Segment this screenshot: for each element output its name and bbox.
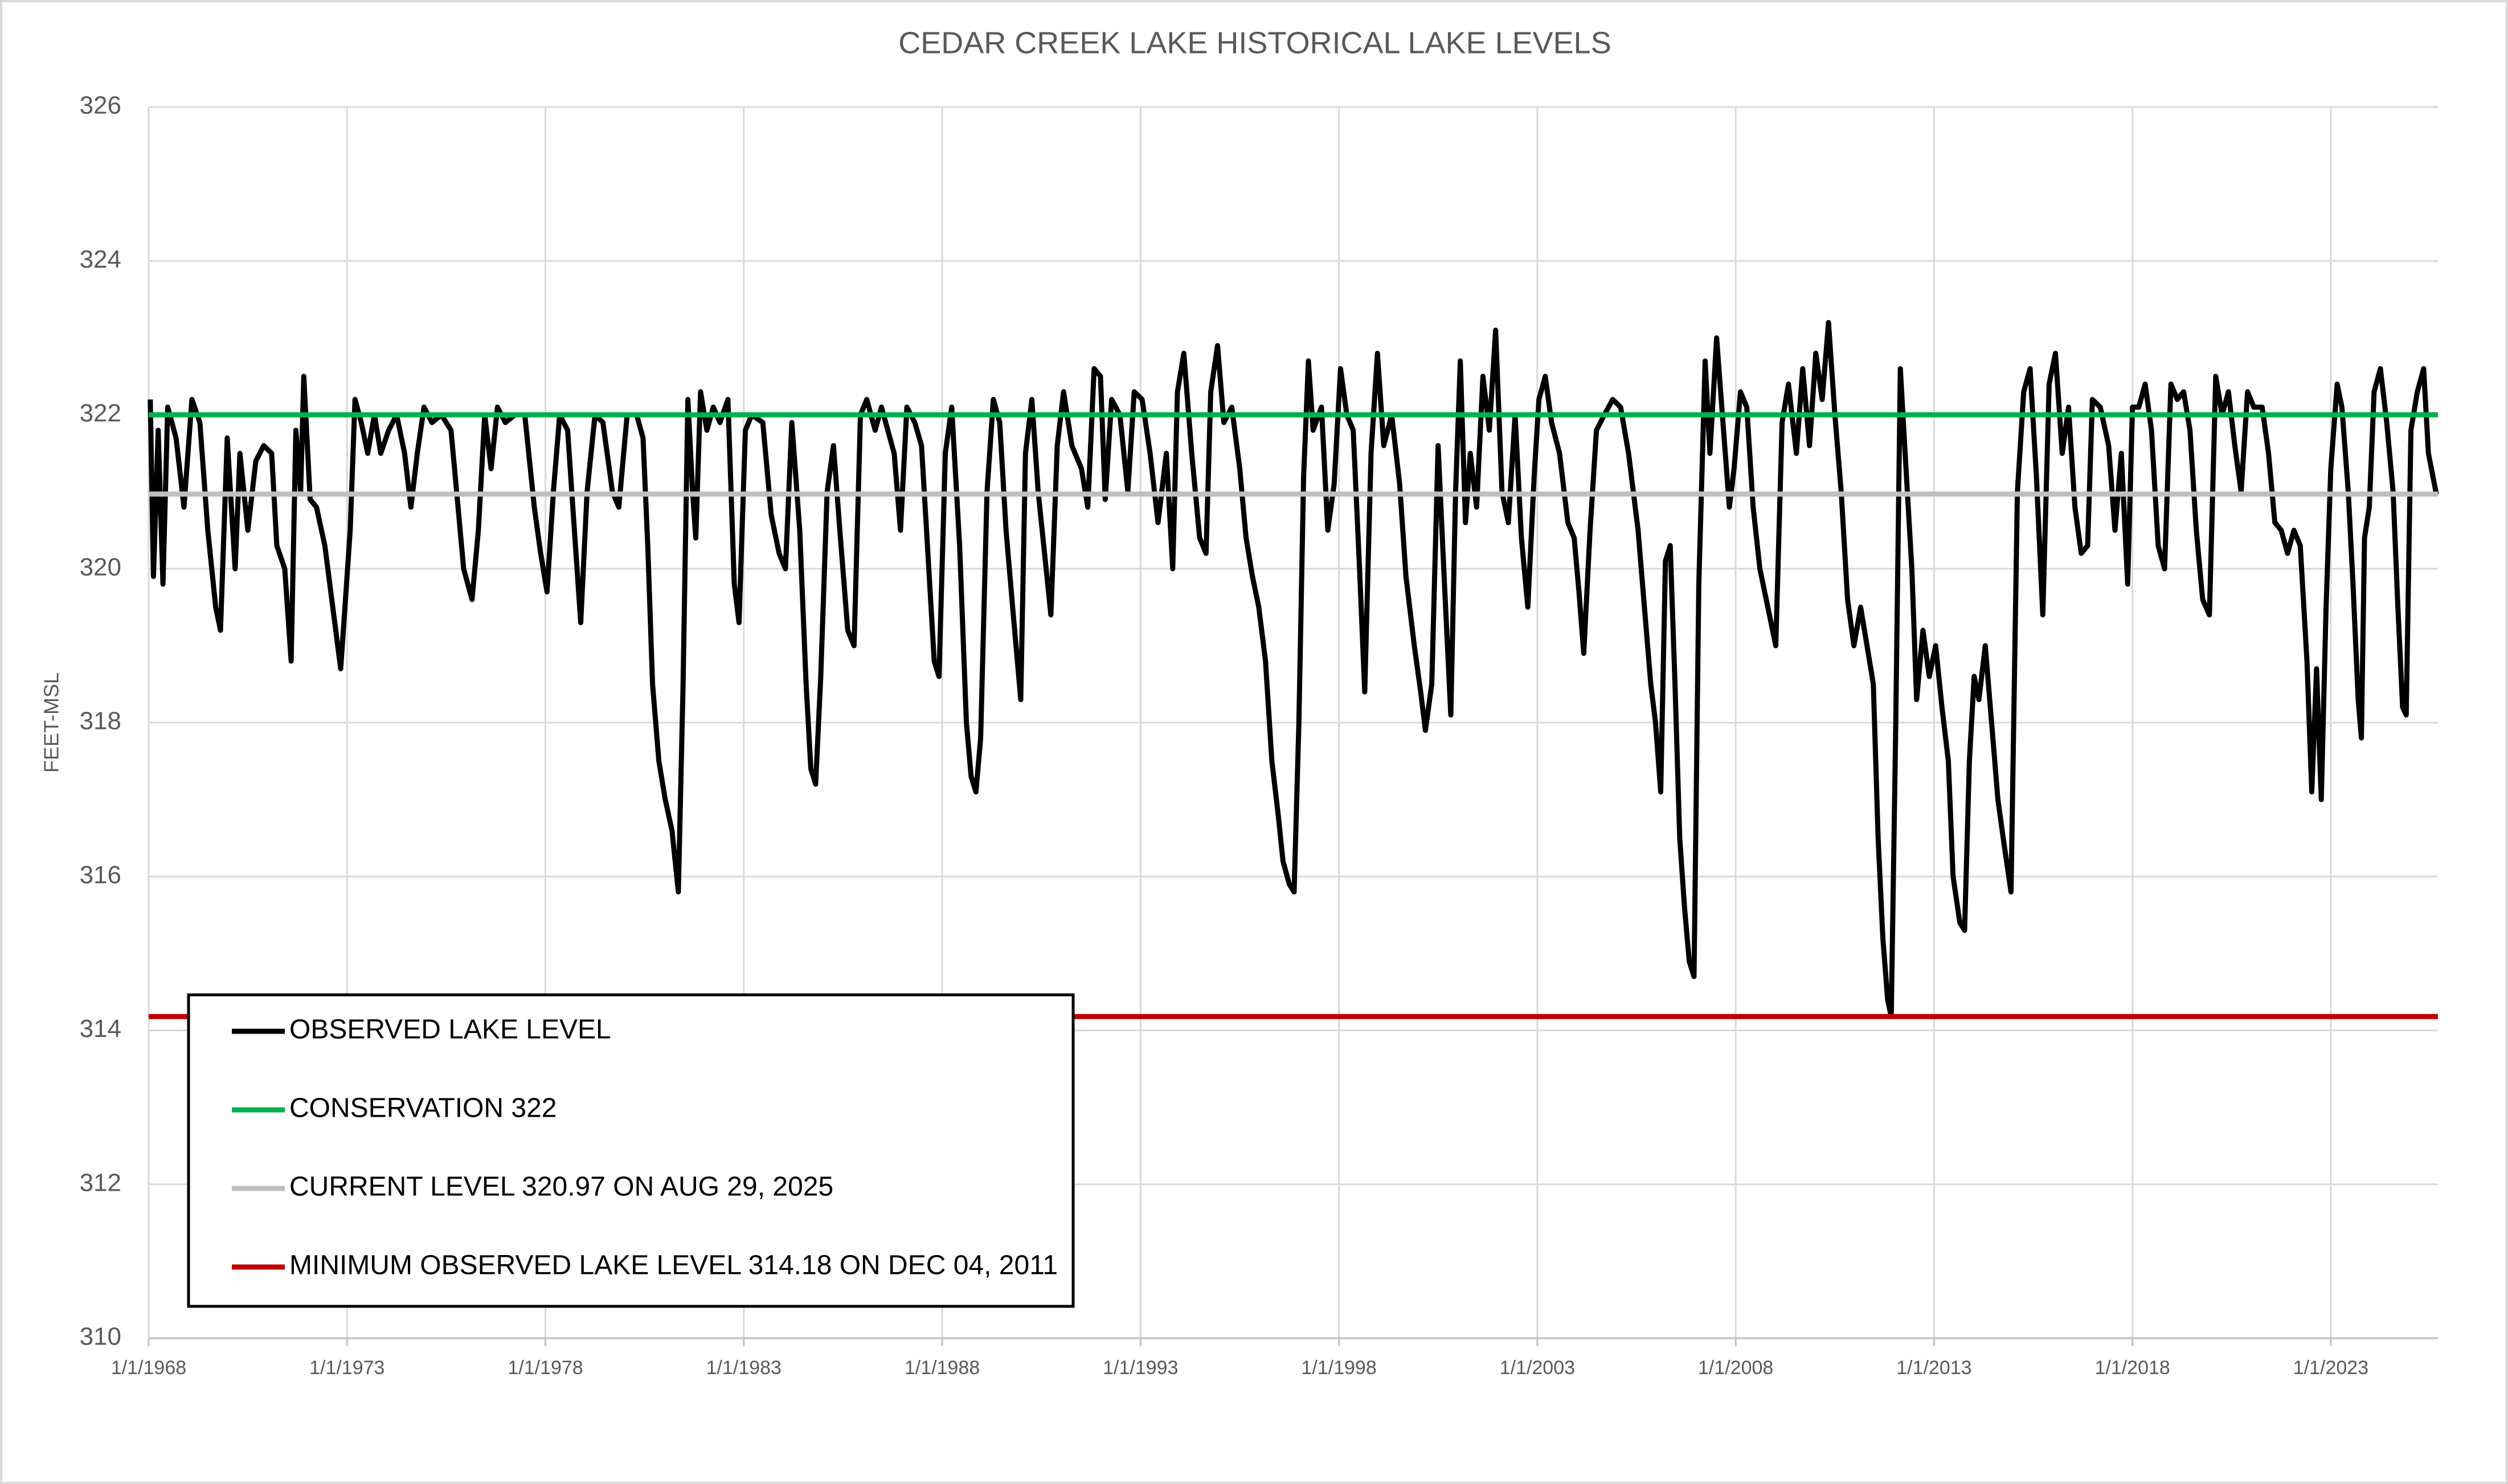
y-tick-label: 316 — [80, 861, 121, 889]
x-tick-label: 1/1/2003 — [1500, 1357, 1575, 1379]
x-tick-label: 1/1/1978 — [508, 1357, 583, 1379]
x-tick-label: 1/1/2018 — [2094, 1357, 2170, 1379]
x-tick-label: 1/1/1968 — [111, 1357, 186, 1379]
y-tick-label: 322 — [80, 399, 121, 427]
x-tick-label: 1/1/1973 — [309, 1357, 384, 1379]
chart-title: CEDAR CREEK LAKE HISTORICAL LAKE LEVELS — [898, 26, 1611, 60]
legend-box — [187, 993, 1075, 1308]
y-tick-label: 320 — [80, 553, 121, 581]
y-tick-label: 318 — [80, 707, 121, 735]
x-tick-label: 1/1/1988 — [905, 1357, 980, 1379]
x-tick-label: 1/1/1993 — [1103, 1357, 1178, 1379]
y-tick-label: 310 — [80, 1323, 121, 1351]
y-axis-label: FEET-MSL — [40, 673, 63, 773]
legend-label: MINIMUM OBSERVED LAKE LEVEL 314.18 ON DE… — [289, 1251, 1058, 1281]
x-tick-label: 1/1/1998 — [1301, 1357, 1376, 1379]
x-tick-label: 1/1/1983 — [706, 1357, 782, 1379]
x-tick-label: 1/1/2008 — [1698, 1357, 1773, 1379]
y-tick-label: 326 — [80, 92, 121, 120]
legend-label: CURRENT LEVEL 320.97 ON AUG 29, 2025 — [289, 1172, 833, 1202]
x-tick-label: 1/1/2023 — [2293, 1357, 2368, 1379]
y-tick-label: 314 — [80, 1015, 121, 1043]
x-tick-label: 1/1/2013 — [1896, 1357, 1971, 1379]
legend-label: CONSERVATION 322 — [289, 1093, 557, 1124]
y-tick-label: 324 — [80, 245, 121, 273]
y-tick-label: 312 — [80, 1169, 121, 1196]
legend-label: OBSERVED LAKE LEVEL — [289, 1015, 611, 1045]
